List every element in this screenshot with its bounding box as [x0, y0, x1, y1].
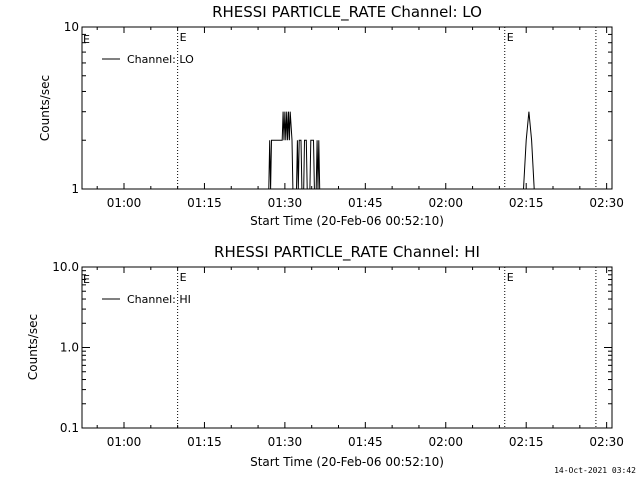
footer-timestamp: 14-Oct-2021 03:42	[554, 466, 636, 475]
lo-event-marker-label: E	[83, 33, 90, 46]
hi-y-tick-label: 1.0	[60, 341, 79, 355]
hi-x-tick-label: 01:45	[348, 435, 383, 449]
lo-x-tick-label: 01:15	[187, 196, 222, 210]
hi-event-marker-label: E	[507, 271, 514, 284]
lo-series-line	[268, 111, 535, 190]
lo-y-axis-label: Counts/sec	[38, 75, 52, 141]
hi-chart-title: RHESSI PARTICLE_RATE Channel: HI	[214, 243, 480, 262]
hi-x-tick-label: 02:30	[589, 435, 624, 449]
hi-y-tick-label: 0.1	[60, 421, 79, 435]
hi-event-marker-label: E	[180, 271, 187, 284]
hi-x-tick-label: 02:00	[428, 435, 463, 449]
hi-x-tick-label: 02:15	[509, 435, 544, 449]
lo-y-tick-label: 10	[64, 20, 79, 34]
lo-channel-panel: RHESSI PARTICLE_RATE Channel: LO Counts/…	[38, 3, 624, 228]
lo-x-tick-label: 01:00	[107, 196, 142, 210]
hi-plot-frame	[81, 266, 613, 429]
lo-x-tick-label: 01:45	[348, 196, 383, 210]
lo-chart-title: RHESSI PARTICLE_RATE Channel: LO	[212, 3, 482, 22]
lo-plot-frame	[81, 26, 613, 190]
lo-x-tick-label: 01:30	[268, 196, 303, 210]
hi-x-axis-label: Start Time (20-Feb-06 00:52:10)	[250, 455, 444, 469]
lo-legend-label: Channel: LO	[127, 53, 194, 66]
hi-channel-panel: RHESSI PARTICLE_RATE Channel: HI Counts/…	[26, 243, 624, 469]
hi-y-axis-label: Counts/sec	[26, 314, 40, 380]
hi-x-tick-label: 01:00	[107, 435, 142, 449]
lo-x-tick-label: 02:30	[589, 196, 624, 210]
hi-y-tick-label: 10.0	[52, 260, 79, 274]
lo-y-tick-label: 1	[71, 182, 79, 196]
lo-event-marker-label: E	[180, 31, 187, 44]
lo-x-tick-label: 02:15	[509, 196, 544, 210]
hi-x-tick-label: 01:30	[268, 435, 303, 449]
lo-event-marker-label: E	[507, 31, 514, 44]
hi-x-tick-label: 01:15	[187, 435, 222, 449]
lo-x-axis-label: Start Time (20-Feb-06 00:52:10)	[250, 214, 444, 228]
hi-legend-label: Channel: HI	[127, 293, 191, 306]
hi-event-marker-label: E	[83, 273, 90, 286]
lo-x-tick-label: 02:00	[428, 196, 463, 210]
